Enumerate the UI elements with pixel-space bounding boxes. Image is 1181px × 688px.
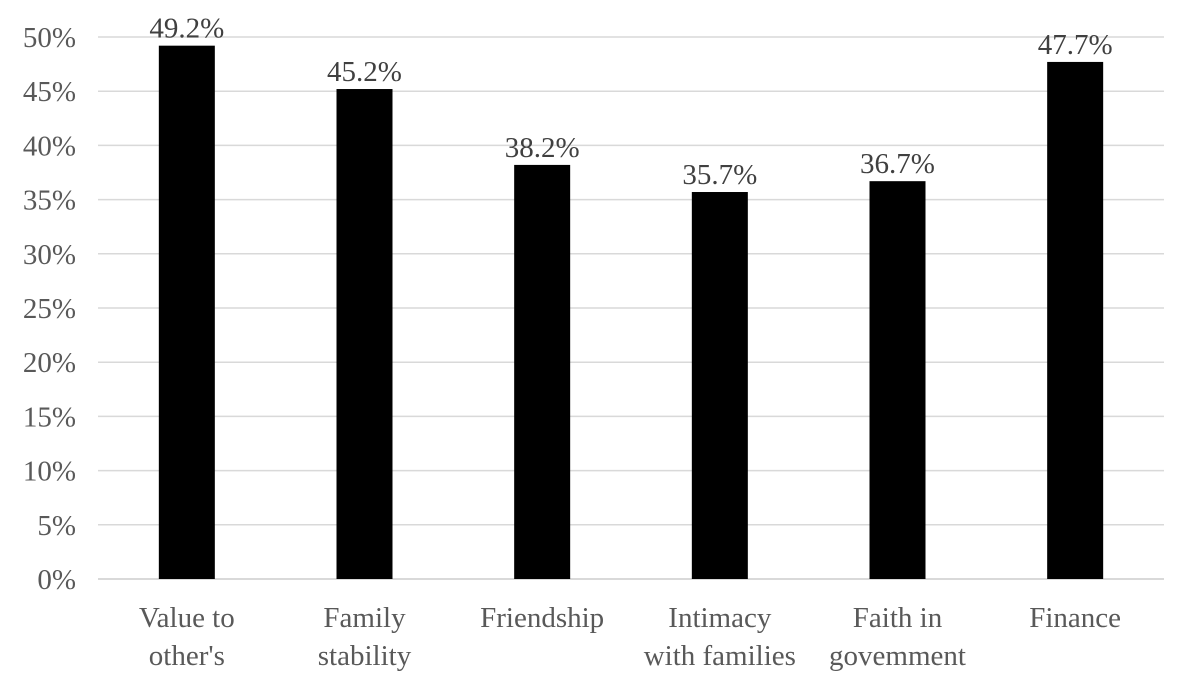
y-tick-label: 0% bbox=[37, 564, 76, 596]
y-axis-ticks: 0% 5% 10% 15% 20% 25% 30% 35% 40% 45% 50% bbox=[23, 22, 76, 596]
bar bbox=[1047, 61, 1104, 579]
data-label: 35.7% bbox=[682, 159, 757, 191]
y-tick-label: 10% bbox=[23, 456, 76, 488]
data-label: 45.2% bbox=[327, 56, 402, 88]
y-tick-label: 35% bbox=[23, 185, 76, 217]
data-labels: 49.2% 45.2% 38.2% 35.7% 36.7% 47.7% bbox=[149, 13, 1112, 191]
data-label: 38.2% bbox=[505, 132, 580, 164]
y-tick-label: 5% bbox=[37, 510, 76, 542]
x-category-label: Intimacy with families bbox=[644, 602, 796, 672]
bar bbox=[336, 89, 393, 580]
bar bbox=[869, 181, 926, 579]
y-tick-label: 50% bbox=[23, 22, 76, 54]
bar bbox=[514, 164, 571, 580]
gridlines bbox=[98, 36, 1164, 580]
data-label: 49.2% bbox=[149, 13, 224, 45]
y-tick-label: 30% bbox=[23, 239, 76, 271]
x-category-label: Faith in govemment bbox=[829, 602, 966, 672]
y-tick-label: 25% bbox=[23, 293, 76, 325]
x-category-label: Friendship bbox=[480, 602, 604, 634]
y-tick-label: 45% bbox=[23, 76, 76, 108]
data-label: 47.7% bbox=[1038, 29, 1113, 61]
y-tick-label: 20% bbox=[23, 347, 76, 379]
x-category-label: Family stability bbox=[318, 602, 412, 672]
y-tick-label: 40% bbox=[23, 130, 76, 162]
bars bbox=[158, 45, 1104, 580]
bar bbox=[158, 45, 215, 580]
y-tick-label: 15% bbox=[23, 401, 76, 433]
bar bbox=[691, 192, 748, 579]
x-category-label: Value to other's bbox=[139, 602, 235, 672]
data-label: 36.7% bbox=[860, 148, 935, 180]
x-category-label: Finance bbox=[1029, 602, 1121, 634]
x-axis-labels: Value to other's Family stability Friendship… bbox=[139, 602, 1121, 672]
